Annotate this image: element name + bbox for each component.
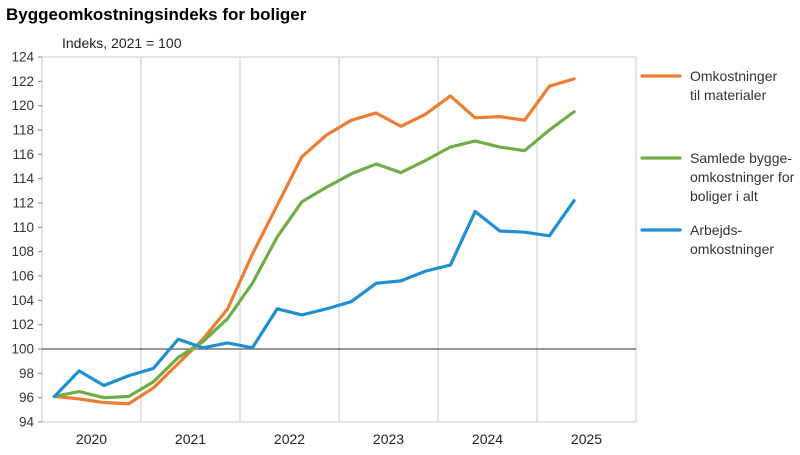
series-line-0 — [52, 77, 576, 406]
legend-layer: Omkostninger til materialer Samlede bygge-… — [640, 68, 795, 257]
y-tick-label: 110 — [12, 220, 34, 235]
x-tick-label: 2020 — [76, 431, 107, 447]
x-tick-label: 2025 — [571, 431, 602, 447]
series-line-1 — [52, 110, 576, 400]
y-tick-label: 120 — [11, 98, 34, 113]
y-tick-label: 124 — [11, 50, 34, 65]
x-tick-label: 2022 — [274, 431, 305, 447]
y-tick-label: 96 — [19, 390, 34, 405]
y-tick-label: 108 — [11, 244, 34, 259]
x-tick-label: 2024 — [472, 431, 503, 447]
chart-title: Byggeomkostningsindeks for boliger — [6, 5, 307, 24]
legend-entry-0: Omkostninger — [690, 68, 777, 84]
y-tick-label: 122 — [11, 74, 34, 89]
legend-entry-0: til materialer — [690, 87, 767, 103]
y-tick-label: 104 — [11, 293, 34, 308]
y-tick-label: 112 — [12, 196, 34, 211]
series-line-2 — [52, 198, 576, 399]
legend-entry-1: boliger i alt — [690, 188, 758, 204]
y-tick-label: 116 — [12, 147, 34, 162]
legend-entry-2: omkostninger — [690, 241, 774, 257]
series-layer — [52, 77, 576, 406]
axis-layer: 94 96 98 100 102 104 106 108 110 112 114 116 118 120 1… — [11, 50, 602, 448]
legend-entry-1: Samlede bygge- — [690, 150, 792, 166]
grid-layer — [41, 56, 637, 423]
y-tick-label: 118 — [12, 123, 34, 138]
legend-entry-1: omkostninger for — [690, 169, 795, 185]
y-tick-label: 106 — [11, 269, 34, 284]
y-tick-label: 100 — [11, 342, 34, 357]
y-tick-label: 102 — [11, 317, 34, 332]
y-tick-label: 114 — [12, 171, 34, 186]
x-tick-label: 2023 — [373, 431, 404, 447]
x-tick-label: 2021 — [175, 431, 206, 447]
y-tick-label: 98 — [19, 366, 34, 381]
legend-entry-2: Arbejds- — [690, 222, 742, 238]
y-axis-label: Indeks, 2021 = 100 — [62, 35, 182, 51]
y-tick-label: 94 — [19, 415, 35, 430]
